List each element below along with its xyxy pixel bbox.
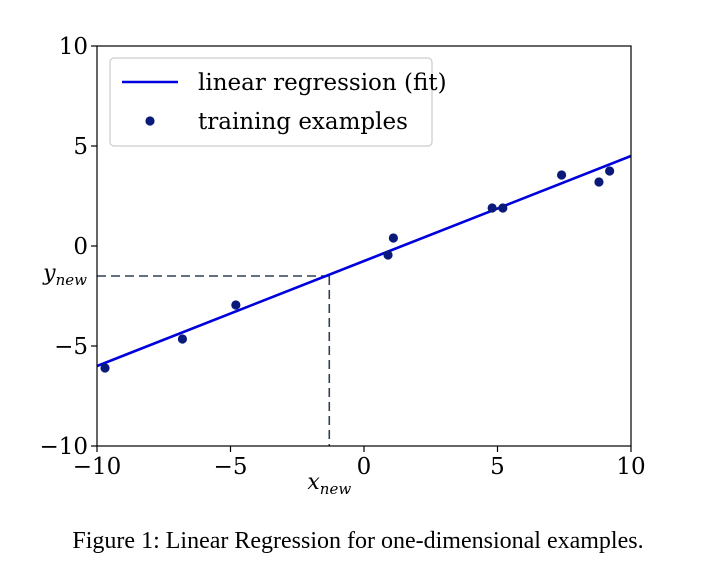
x-new-label-main: x xyxy=(307,470,320,495)
y-new-label-sub: new xyxy=(56,271,88,289)
x-new-label-sub: new xyxy=(320,480,352,498)
training-example-point xyxy=(594,177,604,187)
x-tick-label: 10 xyxy=(616,454,645,480)
y-tick-label: −5 xyxy=(54,334,88,360)
legend-label-fit: linear regression (fit) xyxy=(198,70,447,96)
x-tick-label: 0 xyxy=(357,454,372,480)
training-example-point xyxy=(383,250,393,260)
training-example-point xyxy=(177,334,188,344)
legend: linear regression (fit) training examples xyxy=(109,57,447,147)
legend-box xyxy=(109,57,433,147)
y-tick-label: 10 xyxy=(59,34,88,60)
training-example-point xyxy=(100,363,110,373)
legend-point-swatch xyxy=(145,116,155,126)
training-example-point xyxy=(388,233,398,243)
training-example-point xyxy=(605,166,615,176)
figure-caption: Figure 1: Linear Regression for one-dime… xyxy=(72,528,644,554)
x-new-label: xnew xyxy=(307,470,351,498)
plot-area xyxy=(97,154,631,446)
training-example-point xyxy=(556,170,567,180)
y-tick-label: −10 xyxy=(39,434,88,460)
y-new-label-main: y xyxy=(42,261,56,286)
legend-label-training: training examples xyxy=(198,109,408,135)
training-example-point xyxy=(498,203,508,213)
y-tick-label: 0 xyxy=(73,234,88,260)
x-tick-label: −10 xyxy=(73,454,122,480)
training-example-point xyxy=(231,300,241,310)
y-tick-label: 5 xyxy=(73,134,88,160)
y-new-label: ynew xyxy=(42,261,87,289)
regression-line xyxy=(97,154,631,368)
training-example-point xyxy=(487,203,497,213)
x-tick-label: −5 xyxy=(214,454,248,480)
x-tick-label: 5 xyxy=(490,454,505,480)
